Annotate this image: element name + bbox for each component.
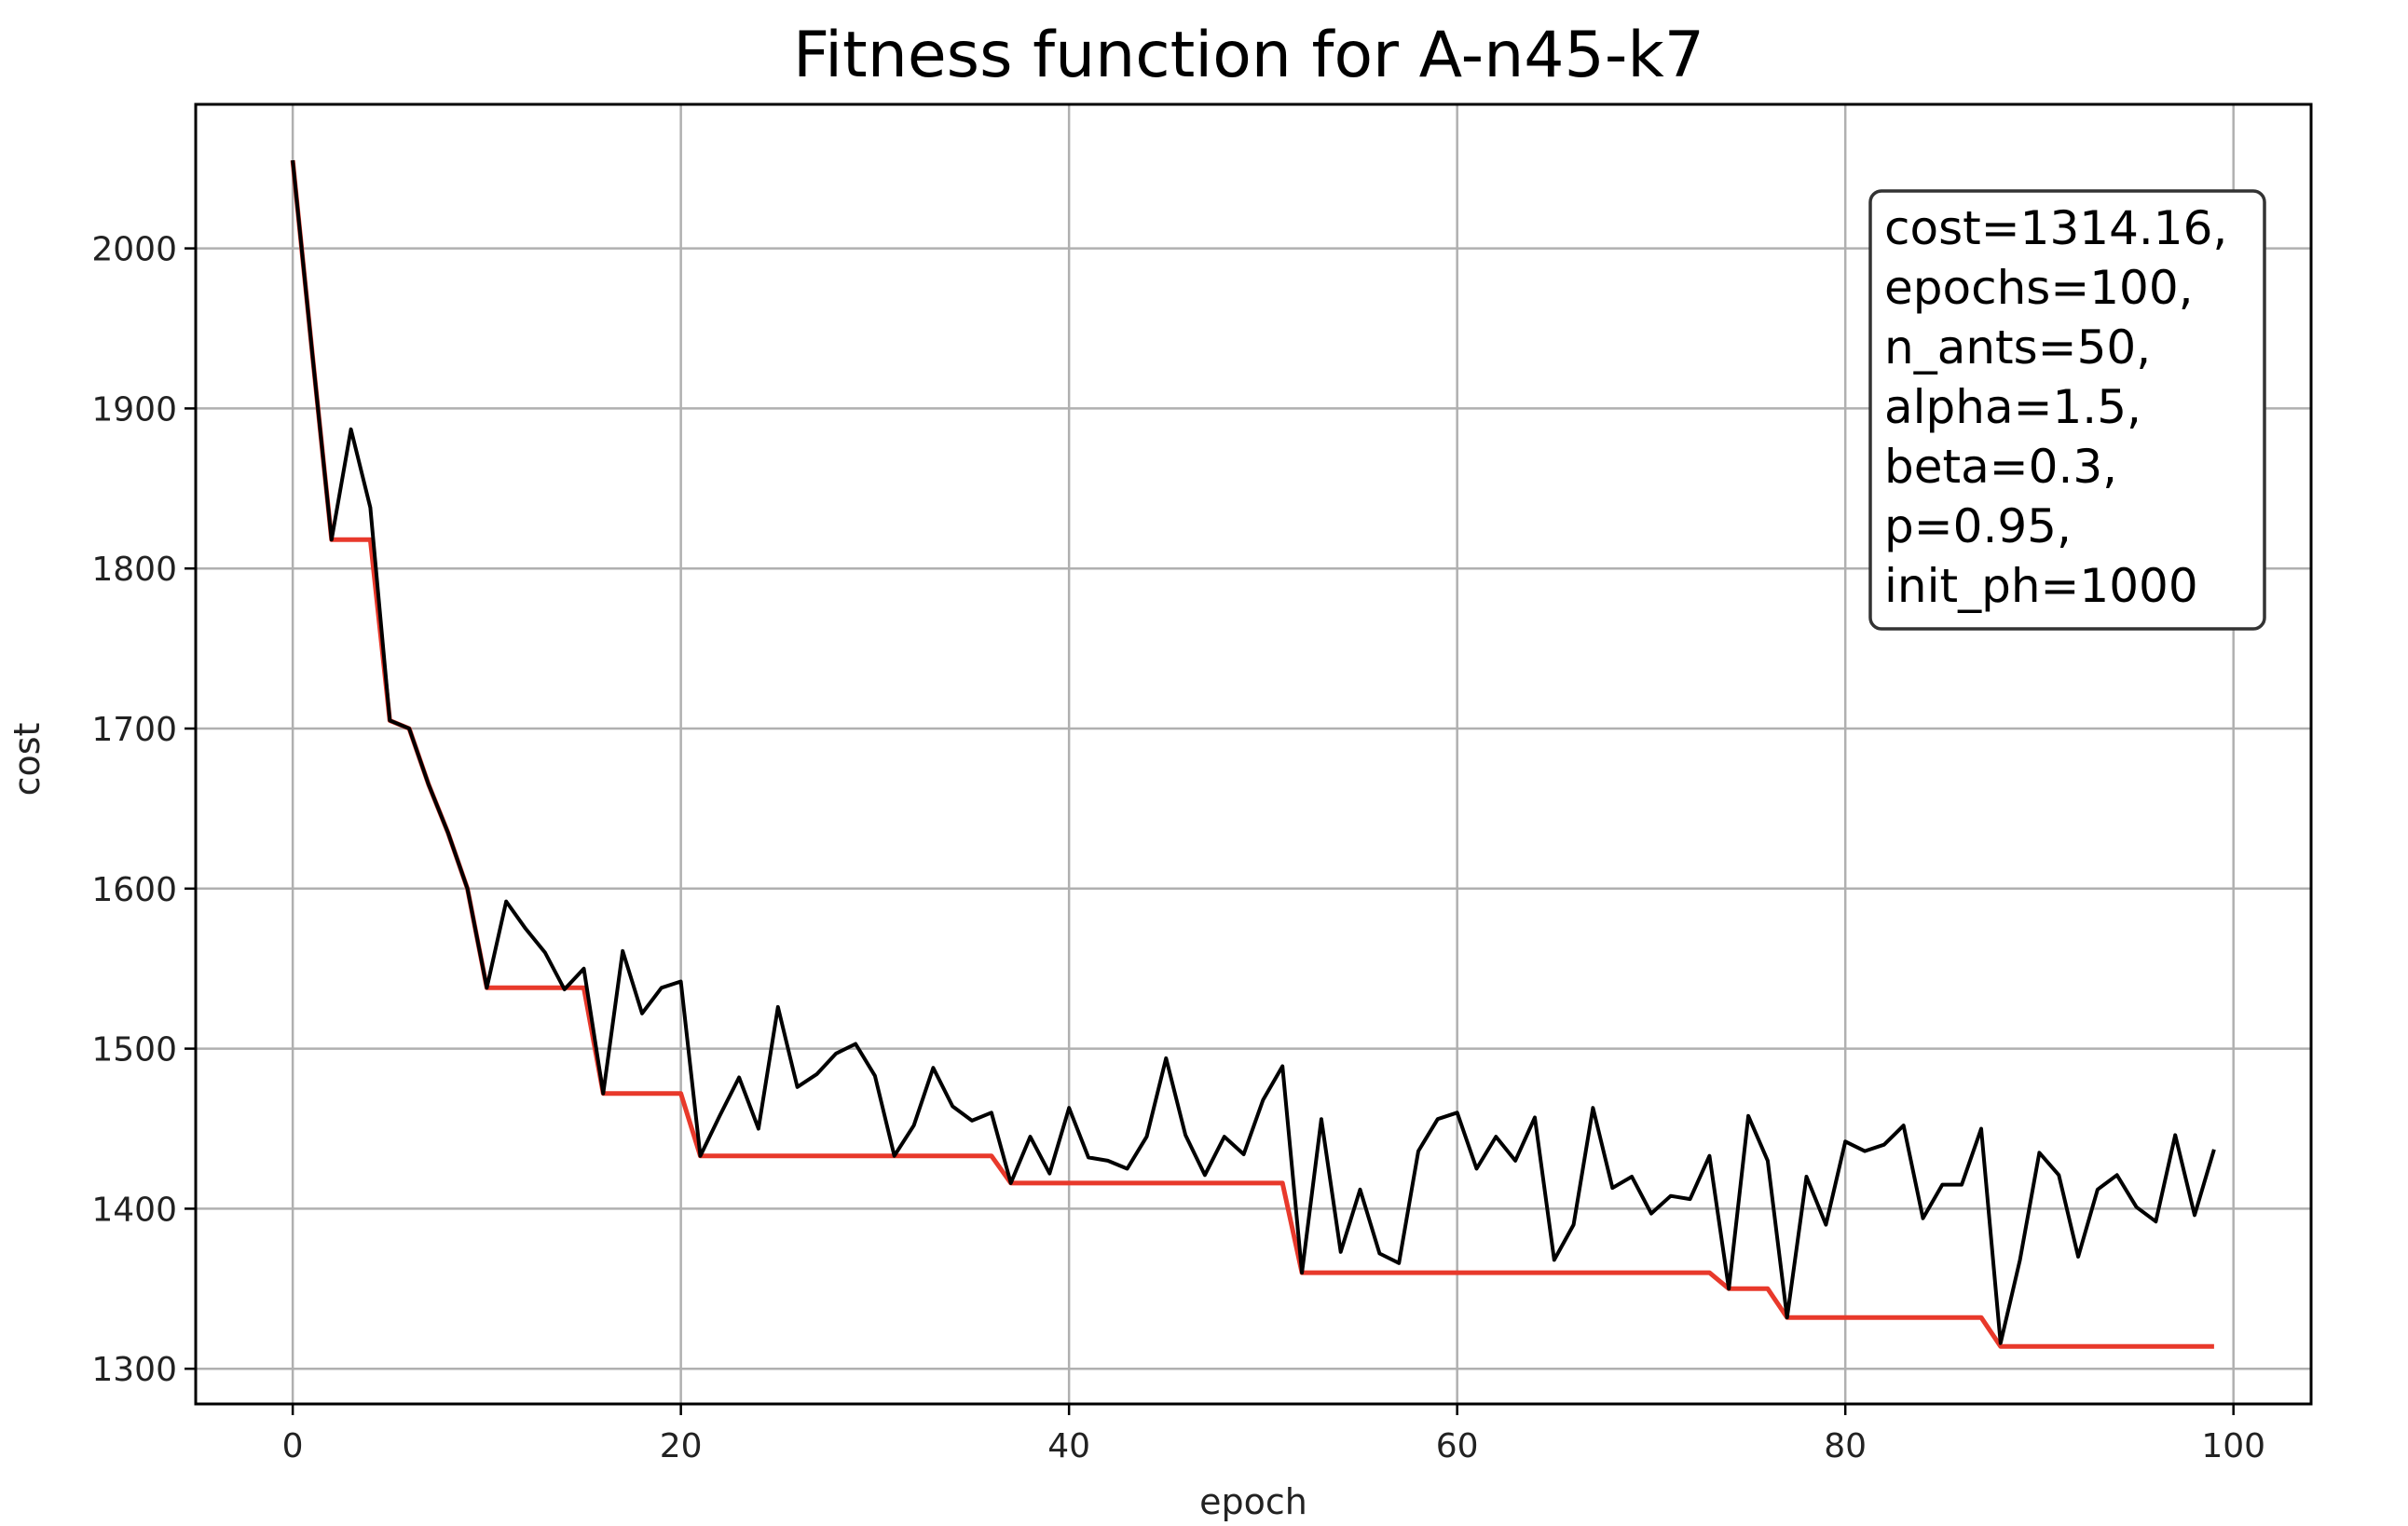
x-tick-label: 20 — [660, 1427, 703, 1465]
x-tick-label: 0 — [282, 1427, 304, 1465]
chart-title: Fitness function for A-n45-k7 — [793, 19, 1704, 92]
info-line-init-ph: init_ph=1000 — [1884, 559, 2198, 613]
info-line-cost: cost=1314.16, — [1884, 201, 2227, 255]
y-tick-label: 1400 — [91, 1191, 177, 1229]
x-tick-label: 100 — [2201, 1427, 2265, 1465]
y-tick-label: 2000 — [91, 231, 177, 269]
series-best-cost-line — [290, 159, 2214, 1349]
series-epoch-cost-line — [291, 159, 2216, 1345]
y-tick-label: 1900 — [91, 390, 177, 429]
y-axis-label: cost — [7, 723, 48, 797]
axis-ticks: 0 20 40 60 80 100 1300 1400 1500 1600 1700 1800 1900… — [91, 231, 2265, 1465]
x-tick-label: 80 — [1824, 1427, 1867, 1465]
y-tick-label: 1600 — [91, 871, 177, 909]
info-line-p: p=0.95, — [1884, 499, 2072, 553]
info-line-alpha: alpha=1.5, — [1884, 380, 2141, 434]
x-tick-label: 60 — [1436, 1427, 1479, 1465]
y-tick-label: 1300 — [91, 1351, 177, 1389]
grid — [196, 104, 2311, 1404]
x-tick-label: 40 — [1047, 1427, 1090, 1465]
info-line-beta: beta=0.3, — [1884, 440, 2117, 494]
info-box-frame — [1868, 189, 2266, 631]
plot-frame — [194, 102, 2313, 1406]
info-line-epochs: epochs=100, — [1884, 261, 2194, 315]
info-line-n-ants: n_ants=50, — [1884, 320, 2151, 375]
series-layer — [290, 159, 2216, 1349]
y-tick-label: 1500 — [91, 1031, 177, 1070]
y-tick-label: 1800 — [91, 551, 177, 589]
y-tick-label: 1700 — [91, 711, 177, 749]
parameter-info-box: cost=1314.16, epochs=100, n_ants=50, alp… — [1868, 189, 2266, 631]
x-axis-label: epoch — [1199, 1481, 1307, 1522]
